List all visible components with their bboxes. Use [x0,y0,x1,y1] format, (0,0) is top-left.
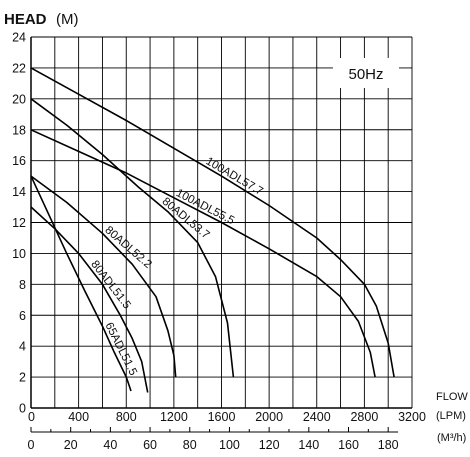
x-tick-label: 1200 [160,410,188,424]
curve-100ADL57.7 [30,67,395,378]
curve-label-80ADL52.2: 80ADL52.2 [102,224,153,271]
x2-axis-unit: (M³/h) [437,432,466,444]
x-tick-label: 2800 [350,410,378,424]
x-tick-label: 0 [28,410,35,424]
axes [30,37,412,433]
curve-80ADL52.2 [30,175,177,378]
curve-label-65ADL51.5: 65ADL51.5 [102,321,139,378]
x2-tick-label: 0 [28,438,35,452]
x-tick-label: 1600 [208,410,236,424]
y-tick-label: 6 [19,309,26,323]
grid [31,36,413,408]
y-tick-label: 14 [12,185,26,199]
x-axis-unit: (LPM) [436,410,466,422]
x-tick-label: 800 [116,410,137,424]
x-axis-title: FLOW [436,391,468,403]
x2-tick-label: 120 [259,438,280,452]
x-tick-label: 3200 [398,410,426,424]
x2-tick-label: 60 [143,438,157,452]
x-tick-label: 2000 [255,410,283,424]
curves [30,67,395,393]
y-axis-title: HEAD (M) [4,11,78,28]
y-tick-label: 12 [12,216,26,230]
y-tick-label: 18 [12,123,26,137]
y-tick-label: 16 [12,154,26,168]
x2-tick-label: 160 [338,438,359,452]
x2-tick-label: 100 [219,438,240,452]
curve-80ADL53.7 [30,98,235,378]
x2-tick-label: 180 [378,438,399,452]
curve-100ADL55.5 [30,129,376,378]
x2-tick-label: 80 [183,438,197,452]
x2-tick-label: 140 [298,438,319,452]
frequency-badge: 50Hz [348,66,383,83]
x-tick-label: 2400 [303,410,331,424]
x2-tick-label: 20 [64,438,78,452]
y-tick-label: 2 [19,371,26,385]
y-tick-label: 8 [19,278,26,292]
curve-labels: 100ADL57.7100ADL55.580ADL53.780ADL52.280… [88,155,265,377]
badge-background [333,58,399,88]
x2-tick-label: 40 [103,438,117,452]
y-tick-label: 24 [12,31,26,45]
y-tick-label: 4 [19,340,26,354]
y-tick-label: 22 [12,61,26,75]
y-tick-label: 20 [12,92,26,106]
x-tick-label: 400 [68,410,89,424]
curve-65ADL51.5 [30,175,132,392]
y-tick-label: 10 [12,247,26,261]
y-tick-label: 0 [19,402,26,416]
curve-80ADL51.5 [30,206,149,393]
